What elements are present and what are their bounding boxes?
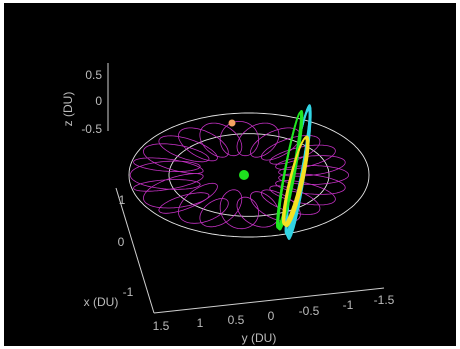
x-tick-label: -1 — [123, 285, 134, 299]
orbit-series-line — [129, 121, 350, 230]
central-body-marker — [239, 170, 249, 180]
y-tick-label: 0.5 — [228, 313, 245, 327]
y-axis-label: y (DU) — [242, 331, 277, 345]
orbit-plot-3d: 0.5 0 -0.5 1 0 -1 1.5 1 0.5 0 -0.5 -1 -1… — [61, 63, 395, 345]
x-tick-label: 0 — [118, 235, 125, 249]
z-tick-label: 0 — [95, 94, 102, 108]
x-axis-line — [115, 187, 155, 314]
z-axis-label: z (DU) — [61, 92, 75, 127]
orbit-series-line — [284, 135, 310, 228]
plot-area: 0.5 0 -0.5 1 0 -1 1.5 1 0.5 0 -0.5 -1 -1… — [4, 3, 456, 346]
z-tick-label: -0.5 — [81, 122, 102, 136]
y-tick-label: 0 — [268, 309, 275, 323]
reference-circle — [168, 133, 330, 217]
x-tick-label: 1 — [119, 193, 126, 207]
y-tick-label: 1 — [197, 316, 204, 330]
orbit-series-line — [278, 109, 304, 231]
y-tick-label: -1.5 — [374, 293, 395, 307]
x-axis-label: x (DU) — [84, 295, 119, 309]
z-tick-label: 0.5 — [85, 68, 102, 82]
y-tick-label: 1.5 — [153, 319, 170, 333]
y-tick-label: -0.5 — [299, 304, 320, 318]
secondary-body-marker — [228, 119, 236, 127]
trajectory-layer — [128, 104, 370, 241]
y-axis-line — [153, 287, 385, 314]
y-tick-label: -1 — [343, 298, 354, 312]
